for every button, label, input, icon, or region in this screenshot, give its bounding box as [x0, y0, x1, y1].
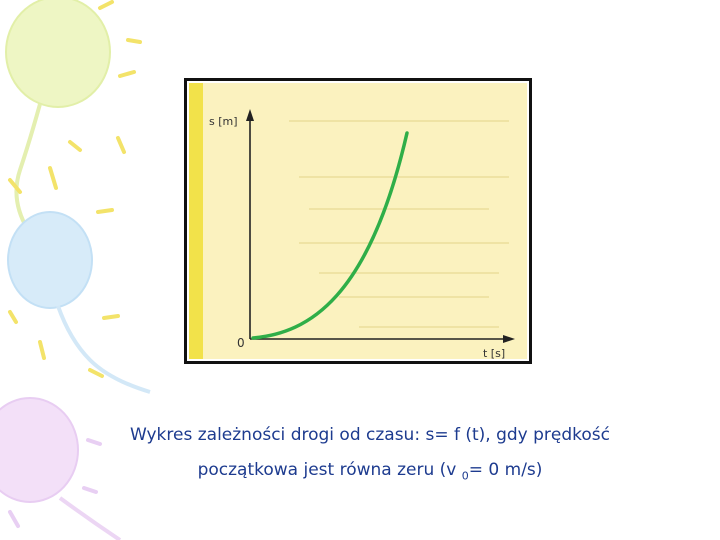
graph-frame: s [m] t [s] 0: [184, 78, 532, 364]
caption-line-2: początkowa jest równa zeru (v 0= 0 m/s): [60, 453, 680, 493]
balloon-middle-icon: [7, 211, 93, 309]
distance-time-graph: s [m] t [s] 0: [189, 83, 515, 359]
origin-label: 0: [237, 336, 245, 350]
y-axis-arrow-icon: [246, 109, 254, 121]
balloon-bottom-string: [58, 496, 122, 540]
balloon-bottom-icon: [0, 397, 79, 503]
caption-line-1: Wykres zależności drogi od czasu: s= f (…: [129, 425, 611, 445]
confetti-violet-icon: [8, 438, 102, 528]
balloon-top-string: [14, 103, 42, 232]
y-axis-label: s [m]: [209, 115, 238, 128]
background-texture: [289, 120, 509, 328]
caption-subscript: 0: [461, 469, 469, 483]
distance-curve: [251, 131, 409, 340]
caption-line-2-end: = 0 m/s): [468, 460, 543, 480]
x-axis-label: t [s]: [483, 347, 505, 359]
graph-caption: Wykres zależności drogi od czasu: s= f (…: [60, 418, 680, 493]
x-axis-arrow-icon: [503, 335, 515, 343]
graph-side-strip: [189, 83, 203, 359]
graph-panel: s [m] t [s] 0: [189, 83, 527, 359]
caption-line-2-text: początkowa jest równa zeru (v: [197, 460, 462, 480]
confetti-icon: [8, 0, 142, 378]
balloon-middle-string: [56, 305, 151, 394]
balloon-top-icon: [5, 0, 111, 108]
